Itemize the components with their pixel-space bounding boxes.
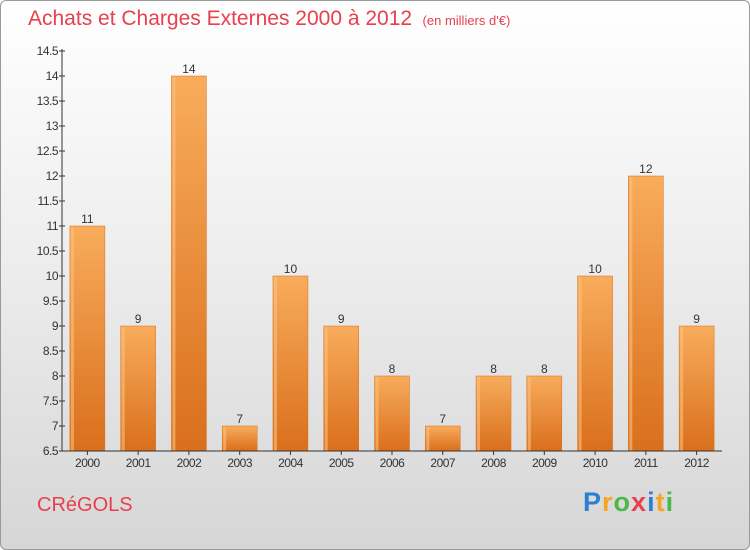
y-tick-label: 13 xyxy=(46,119,59,133)
bar xyxy=(120,325,156,452)
bar xyxy=(221,425,258,452)
bar-highlight xyxy=(121,327,125,451)
bar-value-label: 9 xyxy=(693,312,700,326)
y-tick-label: 11 xyxy=(47,219,59,233)
bar xyxy=(526,375,563,452)
y-tick-label: 7.5 xyxy=(43,394,59,408)
bar-highlight xyxy=(273,277,277,451)
bar-value-label: 7 xyxy=(236,412,243,426)
bars-group: 11 9 14 7 10 9 8 7 8 8 10 12 9 xyxy=(69,62,715,452)
bar xyxy=(678,325,715,452)
axes-group: 6.5 7 7.5 8 8.5 9 9.5 10 10.5 11 11.5 12 12.5 13 13.5 1… xyxy=(37,44,722,470)
y-tick-label: 9.5 xyxy=(43,294,59,308)
y-tick-label: 13.5 xyxy=(37,94,59,108)
x-tick-label: 2008 xyxy=(481,456,507,470)
chart-title: Achats et Charges Externes 2000 à 2012 xyxy=(28,7,413,30)
y-tick-label: 12 xyxy=(46,169,59,183)
bar xyxy=(425,425,461,452)
bar xyxy=(628,175,664,452)
bar-highlight xyxy=(578,277,582,451)
x-tick-label: 2000 xyxy=(75,456,101,470)
x-tick-label: 2003 xyxy=(227,456,253,470)
bar xyxy=(323,325,359,452)
bar-value-label: 9 xyxy=(338,312,345,326)
proxiti-logo: Proxiti xyxy=(583,487,674,518)
logo-letter: x xyxy=(631,487,648,517)
y-tick-label: 9 xyxy=(52,319,59,333)
bar-highlight xyxy=(70,227,74,451)
x-tick-label: 2011 xyxy=(634,456,659,470)
logo-letter: i xyxy=(647,487,656,517)
title-row: Achats et Charges Externes 2000 à 2012 (… xyxy=(28,7,510,31)
bar xyxy=(171,75,207,452)
bar xyxy=(577,275,613,452)
bar xyxy=(374,375,410,452)
bar-value-label: 8 xyxy=(490,362,497,376)
y-tick-label: 10.5 xyxy=(37,244,59,258)
bar-highlight xyxy=(324,327,328,451)
logo-letter: P xyxy=(583,487,603,517)
bar-highlight xyxy=(223,427,227,451)
y-tick-label: 14.5 xyxy=(37,44,59,58)
y-tick-label: 14 xyxy=(46,69,59,83)
chart-subtitle: (en milliers d'€) xyxy=(422,13,511,28)
x-tick-label: 2001 xyxy=(126,456,152,470)
bar-value-label: 7 xyxy=(439,412,446,426)
x-tick-label: 2002 xyxy=(177,456,203,470)
bar-value-label: 9 xyxy=(135,312,142,326)
bar-value-label: 10 xyxy=(588,262,602,276)
bar-value-label: 12 xyxy=(639,162,653,176)
bar-highlight xyxy=(527,377,531,451)
x-tick-label: 2012 xyxy=(684,456,710,470)
bar xyxy=(69,225,106,452)
bar-value-label: 8 xyxy=(541,362,548,376)
logo-letter: o xyxy=(613,487,632,517)
y-tick-label: 7 xyxy=(52,419,59,433)
logo-letter: r xyxy=(602,487,614,517)
bar-value-label: 14 xyxy=(182,62,196,76)
y-tick-label: 8 xyxy=(52,369,59,383)
bar xyxy=(272,275,309,452)
y-tick-label: 8.5 xyxy=(43,344,59,358)
y-tick-label: 6.5 xyxy=(43,444,59,458)
bar-highlight xyxy=(426,427,430,451)
logo-letter: t xyxy=(655,487,666,517)
bar-value-label: 11 xyxy=(81,212,94,226)
logo-letter: i xyxy=(665,487,675,517)
y-tick-label: 12.5 xyxy=(37,144,59,158)
bar-highlight xyxy=(477,377,481,451)
bar xyxy=(475,375,512,452)
y-tick-label: 11.5 xyxy=(38,194,59,208)
x-tick-label: 2006 xyxy=(380,456,406,470)
y-tick-label: 10 xyxy=(46,269,59,283)
x-tick-label: 2010 xyxy=(583,456,609,470)
bar-value-label: 10 xyxy=(284,262,298,276)
bar-highlight xyxy=(375,377,379,451)
x-tick-label: 2007 xyxy=(430,456,456,470)
bar-highlight xyxy=(629,177,633,451)
bar-highlight xyxy=(172,77,176,451)
bar-highlight xyxy=(680,327,684,451)
bar-value-label: 8 xyxy=(389,362,396,376)
x-tick-label: 2005 xyxy=(329,456,355,470)
x-tick-label: 2004 xyxy=(278,456,304,470)
commune-name: CRéGOLS xyxy=(37,494,133,516)
x-tick-label: 2009 xyxy=(532,456,558,470)
